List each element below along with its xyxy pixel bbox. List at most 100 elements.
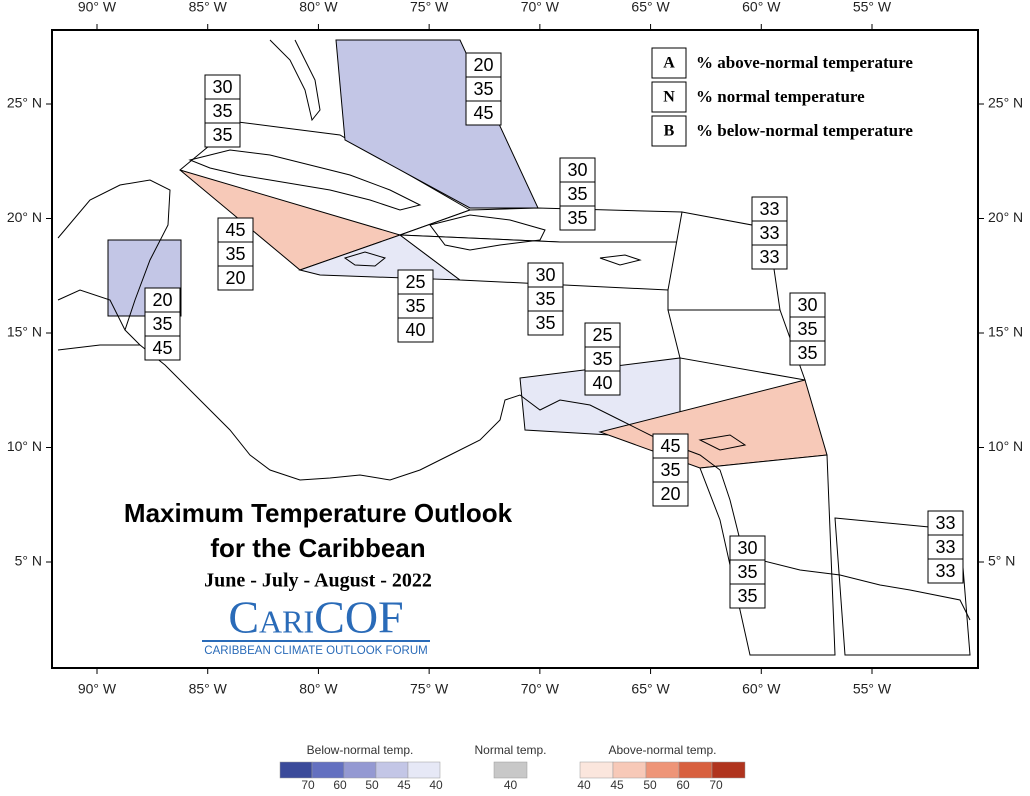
colorbar-label: 50 bbox=[365, 778, 379, 791]
coastline bbox=[57, 344, 140, 351]
prob-value: 35 bbox=[660, 460, 680, 480]
prob-value: 20 bbox=[152, 290, 172, 310]
prob-cell bbox=[144, 287, 181, 313]
colorbar-label: 50 bbox=[643, 778, 657, 791]
prob-value: 20 bbox=[225, 268, 245, 288]
region bbox=[699, 454, 836, 656]
swatch bbox=[343, 761, 377, 779]
colorbar-label: 45 bbox=[610, 778, 624, 791]
prob-cell bbox=[559, 205, 596, 231]
prob-cell bbox=[789, 292, 826, 318]
logo-subtitle: CARIBBEAN CLIMATE OUTLOOK FORUM bbox=[204, 645, 427, 657]
coastline bbox=[57, 289, 126, 331]
coastline bbox=[269, 39, 321, 122]
lon-label: 65° W bbox=[631, 0, 670, 15]
prob-cell bbox=[729, 583, 766, 609]
colorbar-label: 70 bbox=[709, 778, 723, 791]
swatch bbox=[645, 761, 680, 779]
key-cell bbox=[651, 115, 687, 147]
key-letter: A bbox=[663, 55, 675, 72]
prob-value: 35 bbox=[212, 125, 232, 145]
prob-value: 20 bbox=[473, 55, 493, 75]
prob-value: 35 bbox=[567, 208, 587, 228]
prob-value: 35 bbox=[797, 319, 817, 339]
prob-value: 35 bbox=[535, 289, 555, 309]
lat-label: 15° N bbox=[988, 324, 1023, 340]
prob-cell bbox=[465, 100, 502, 126]
lon-label: 60° W bbox=[742, 0, 781, 15]
prob-cell bbox=[751, 220, 788, 246]
colorbar-label: 45 bbox=[397, 778, 411, 791]
prob-cell bbox=[144, 311, 181, 337]
lon-label: 75° W bbox=[410, 0, 449, 15]
prob-value: 45 bbox=[660, 436, 680, 456]
lon-label: 80° W bbox=[299, 681, 338, 697]
prob-value: 33 bbox=[759, 223, 779, 243]
prob-value: 25 bbox=[592, 325, 612, 345]
prob-value: 33 bbox=[935, 513, 955, 533]
prob-cell bbox=[927, 534, 964, 560]
prob-value: 33 bbox=[759, 247, 779, 267]
lat-label: 20° N bbox=[988, 209, 1023, 225]
lon-label: 75° W bbox=[410, 681, 449, 697]
swatch bbox=[375, 761, 409, 779]
prob-cell bbox=[729, 559, 766, 585]
prob-cell bbox=[465, 52, 502, 78]
lon-label: 60° W bbox=[742, 681, 781, 697]
prob-value: 35 bbox=[473, 79, 493, 99]
colorbar-title: Above-normal temp. bbox=[608, 743, 716, 757]
prob-cell bbox=[527, 310, 564, 336]
title-backdrop bbox=[62, 492, 547, 662]
prob-value: 35 bbox=[567, 184, 587, 204]
lon-label: 55° W bbox=[853, 681, 892, 697]
region bbox=[335, 39, 539, 209]
prob-value: 40 bbox=[592, 373, 612, 393]
prob-cell bbox=[584, 322, 621, 348]
axes: 90° W 90° W 85° W 85° W 80° W 80° W 75° W 75° W… bbox=[7, 0, 1023, 697]
prob-value: 45 bbox=[473, 103, 493, 123]
prob-value: 33 bbox=[935, 537, 955, 557]
lat-label: 25° N bbox=[7, 95, 42, 111]
lat-label: 5° N bbox=[15, 553, 42, 569]
swatch bbox=[612, 761, 647, 779]
swatch bbox=[493, 761, 528, 779]
prob-value: 30 bbox=[535, 265, 555, 285]
lon-label: 90° W bbox=[78, 681, 117, 697]
prob-cell bbox=[144, 335, 181, 361]
prob-cell bbox=[789, 316, 826, 342]
prob-value: 35 bbox=[737, 562, 757, 582]
prob-cell bbox=[397, 317, 434, 343]
lon-label: 55° W bbox=[853, 0, 892, 15]
prob-value: 30 bbox=[212, 77, 232, 97]
prob-value: 35 bbox=[797, 343, 817, 363]
prob-value: 30 bbox=[797, 295, 817, 315]
key-text: % normal temperature bbox=[696, 87, 865, 106]
colorbar-label: 40 bbox=[504, 778, 518, 791]
lat-label: 15° N bbox=[7, 324, 42, 340]
lon-label: 90° W bbox=[78, 0, 117, 15]
swatch bbox=[311, 761, 345, 779]
prob-cell bbox=[527, 286, 564, 312]
prob-value: 35 bbox=[212, 101, 232, 121]
key-letter: N bbox=[663, 89, 675, 106]
lat-label: 10° N bbox=[7, 438, 42, 454]
coastline bbox=[188, 149, 422, 211]
swatch bbox=[407, 761, 441, 779]
prob-value: 40 bbox=[405, 320, 425, 340]
colorbar-label: 70 bbox=[301, 778, 315, 791]
prob-cell bbox=[217, 217, 254, 243]
swatch bbox=[579, 761, 614, 779]
key-text: % below-normal temperature bbox=[696, 121, 913, 140]
prob-cell bbox=[204, 98, 241, 124]
swatch bbox=[711, 761, 746, 779]
prob-cell bbox=[652, 457, 689, 483]
coastline bbox=[698, 434, 747, 451]
prob-value: 25 bbox=[405, 272, 425, 292]
prob-value: 35 bbox=[535, 313, 555, 333]
title: Maximum Temperature Outlook bbox=[124, 498, 513, 528]
prob-value: 30 bbox=[567, 160, 587, 180]
prob-cell bbox=[751, 244, 788, 270]
key-letter: B bbox=[664, 123, 675, 140]
prob-cell bbox=[652, 481, 689, 507]
